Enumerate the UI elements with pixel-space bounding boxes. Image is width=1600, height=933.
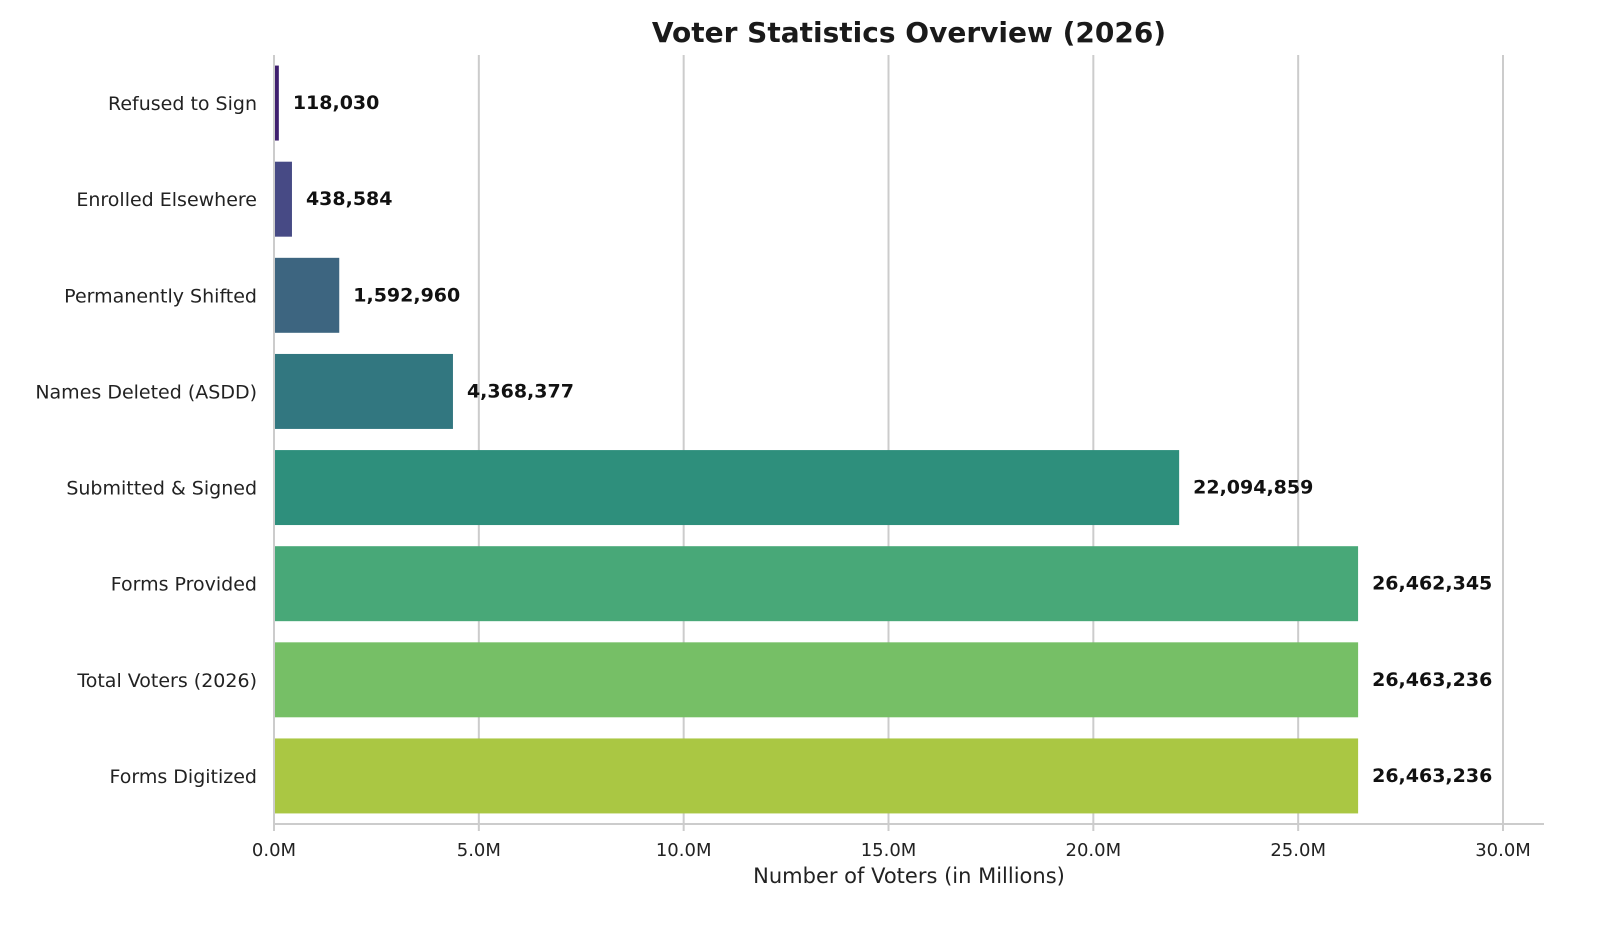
labels: 0.0M 5.0M 10.0M 15.0M 20.0M 25.0M 30.0M Refused… [35,92,1530,888]
x-tick-label: 5.0M [457,840,501,861]
x-axis-label: Number of Voters (in Millions) [753,864,1065,888]
x-tick-label: 15.0M [861,840,917,861]
grid-lines [477,55,1504,824]
value-label: 118,030 [293,92,380,114]
x-tick-label: 25.0M [1270,840,1326,861]
category-label: Refused to Sign [108,93,257,115]
bar-forms-provided [275,546,1359,622]
value-label: 4,368,377 [467,380,574,402]
x-tick-label: 0.0M [252,840,296,861]
x-tick-label: 30.0M [1475,840,1531,861]
bar-enrolled-elsewhere [275,161,292,237]
value-label: 26,463,236 [1372,669,1492,691]
value-label: 26,463,236 [1372,765,1492,787]
value-label: 26,462,345 [1372,573,1492,595]
value-label: 22,094,859 [1193,477,1313,499]
chart-title: Voter Statistics Overview (2026) [651,16,1167,49]
bar-forms-digitized [275,738,1359,814]
x-tick-label: 20.0M [1066,840,1122,861]
category-label: Enrolled Elsewhere [76,189,257,211]
value-label: 1,592,960 [353,284,460,306]
bar-total-voters-2026 [275,642,1359,718]
bar-submitted-signed [275,450,1180,526]
bar-permanently-shifted [275,257,340,333]
bar-refused-to-sign [275,65,279,141]
category-label: Forms Provided [111,574,257,596]
bar-names-deleted-asdd [275,353,453,429]
category-label: Forms Digitized [109,766,257,788]
category-label: Permanently Shifted [64,285,257,307]
x-tick-label: 10.0M [656,840,712,861]
bars [275,65,1359,814]
category-label: Total Voters (2026) [76,670,257,692]
category-label: Names Deleted (ASDD) [35,381,257,403]
category-label: Submitted & Signed [66,478,257,500]
value-label: 438,584 [306,188,393,210]
axes [273,55,1544,831]
